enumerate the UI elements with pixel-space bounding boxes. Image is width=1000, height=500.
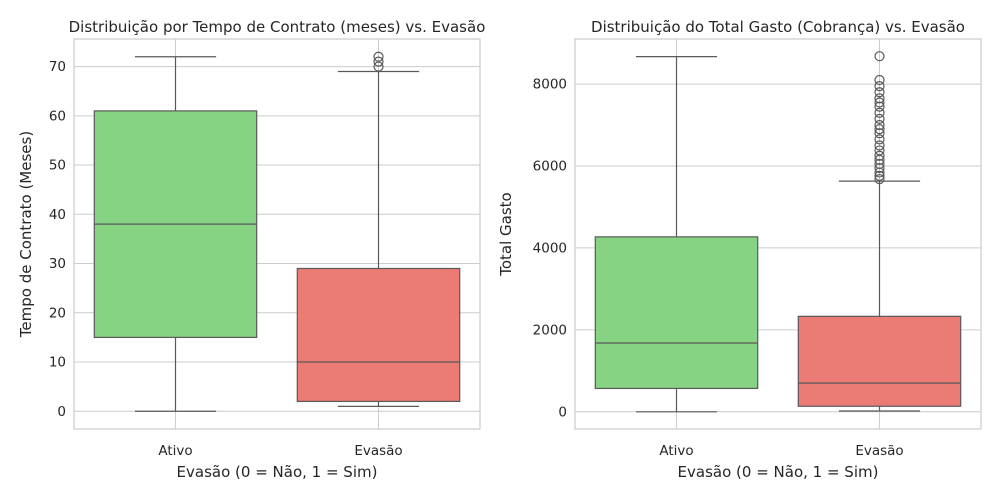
x-tick-label: Evasão [354, 443, 402, 459]
y-tick-label: 10 [49, 355, 66, 371]
y-tick-label: 6000 [533, 158, 567, 174]
outlier-point [874, 101, 885, 112]
outlier-point [874, 97, 885, 108]
outlier-point [874, 51, 885, 62]
outlier-point [874, 145, 885, 156]
chart-title: Distribuição do Total Gasto (Cobrança) v… [591, 18, 965, 36]
axes-frame [73, 38, 481, 430]
iqr-box [594, 236, 759, 390]
outlier-point [874, 119, 885, 131]
x-tick-label: Evasão [855, 443, 903, 459]
y-tick-label: 60 [49, 108, 66, 124]
y-tick-label: 4000 [533, 240, 567, 256]
chart-title: Distribuição por Tempo de Contrato (mese… [69, 18, 486, 36]
y-tick-label: 40 [49, 207, 66, 223]
outlier-point [874, 107, 885, 118]
chart-panel-tenure: 0 10 20 30 40 50 60 70 Ativo Evasão Distribuição… [17, 18, 485, 481]
box-evasão [296, 51, 461, 407]
y-tick-label: 8000 [533, 77, 567, 93]
y-tick-label: 70 [49, 59, 66, 75]
outlier-point [874, 87, 885, 98]
y-tick-labels: 0 2000 4000 6000 8000 [533, 77, 567, 421]
box-marks [594, 51, 962, 413]
y-tick-labels: 0 10 20 30 40 50 60 70 [49, 59, 66, 420]
outlier-point [874, 113, 885, 124]
outlier-point [874, 128, 885, 139]
outlier-point [874, 170, 885, 181]
box-marks [93, 51, 461, 412]
outlier-point [874, 81, 885, 92]
y-tick-label: 0 [57, 404, 66, 420]
outlier-point [874, 124, 885, 135]
y-axis-label: Tempo de Contrato (Meses) [17, 131, 35, 338]
box-ativo [594, 56, 759, 413]
outlier-point [373, 61, 384, 72]
outlier-point [874, 74, 885, 86]
y-tick-label: 0 [558, 404, 567, 420]
y-tick-label: 2000 [533, 322, 567, 338]
y-tick-label: 50 [49, 158, 66, 174]
x-axis-label: Evasão (0 = Não, 1 = Sim) [177, 463, 378, 481]
axes-frame [574, 38, 982, 430]
x-tick-label: Ativo [158, 443, 192, 459]
y-tick-label: 30 [49, 256, 66, 272]
x-tick-labels: Ativo Evasão [659, 443, 903, 459]
outlier-point [874, 140, 885, 151]
chart-panel-total-spent: 0 2000 4000 6000 8000 Ativo Evasão Distribuiç… [497, 18, 982, 481]
outlier-point [874, 174, 885, 185]
outlier-point [874, 150, 885, 161]
outlier-point [874, 93, 885, 104]
outlier-point [373, 51, 384, 62]
y-tick-label: 20 [49, 305, 66, 321]
outlier-point [874, 134, 885, 145]
box-evasão [797, 51, 962, 412]
outlier-point [874, 158, 885, 170]
iqr-box [797, 315, 962, 407]
x-tick-label: Ativo [659, 443, 693, 459]
y-axis-label: Total Gasto [497, 192, 515, 277]
outlier-point [874, 162, 885, 174]
box-ativo [93, 56, 258, 412]
iqr-box [296, 267, 461, 403]
x-tick-labels: Ativo Evasão [158, 443, 402, 459]
outlier-point [373, 56, 384, 67]
x-axis-label: Evasão (0 = Não, 1 = Sim) [678, 463, 879, 481]
